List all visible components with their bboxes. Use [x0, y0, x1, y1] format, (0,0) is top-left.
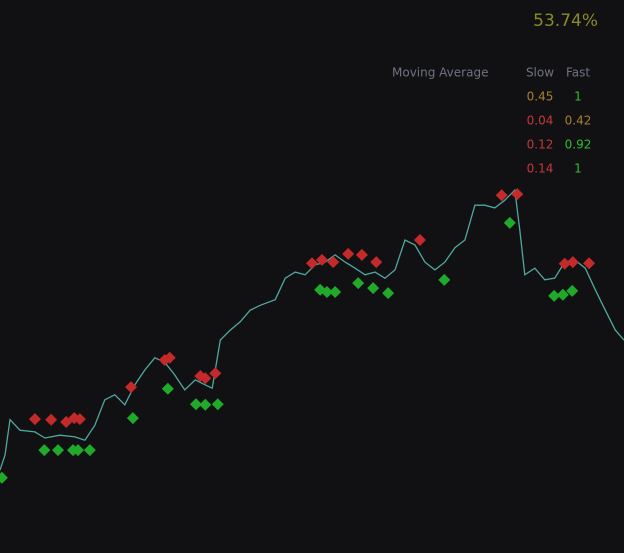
- signal-marker: [161, 382, 174, 395]
- signal-marker: [163, 351, 176, 364]
- signal-marker: [52, 444, 65, 457]
- signal-marker: [355, 248, 368, 261]
- table-cell: 0.14: [527, 162, 554, 176]
- signal-marker: [382, 287, 395, 300]
- signal-marker: [199, 398, 212, 411]
- signal-marker: [0, 471, 8, 484]
- signal-marker: [28, 413, 41, 426]
- signal-marker: [413, 234, 426, 247]
- chart: [0, 188, 624, 484]
- table-cell: 1: [574, 90, 582, 104]
- signal-marker: [370, 256, 383, 269]
- signal-marker: [342, 247, 355, 260]
- table-cell: 1: [574, 162, 582, 176]
- signal-marker: [211, 398, 224, 411]
- performance: 53.74%: [533, 11, 598, 31]
- signal-marker: [367, 282, 380, 295]
- signal-marker: [199, 372, 212, 385]
- signal-marker: [503, 216, 516, 229]
- table-cell: 0.04: [527, 114, 554, 128]
- signal-marker: [83, 444, 96, 457]
- table-cell: 0.12: [527, 138, 554, 152]
- signal-marker: [438, 273, 451, 286]
- signal-marker: [329, 285, 342, 298]
- signal-marker: [126, 412, 139, 425]
- signal-marker: [352, 277, 365, 290]
- signal-marker: [125, 381, 138, 394]
- signal-marker: [495, 189, 508, 202]
- signal-marker: [45, 413, 58, 426]
- signal-marker: [548, 289, 561, 302]
- table-cell: 0.45: [527, 90, 554, 104]
- signal-marker: [72, 444, 84, 457]
- signal-marker: [315, 253, 328, 266]
- signal-marker: [327, 256, 340, 269]
- signal-marker: [583, 257, 596, 270]
- table-cell: 0.92: [565, 138, 592, 152]
- signal-marker: [73, 413, 86, 426]
- signal-marker: [209, 367, 222, 380]
- signal-marker: [189, 398, 202, 411]
- signal-marker: [556, 288, 569, 301]
- signal-marker: [558, 257, 571, 270]
- table-header: Fast: [566, 66, 590, 80]
- signal-marker: [566, 284, 579, 297]
- signal-marker: [566, 256, 579, 269]
- ma-table: Moving Average Slow Fast 0.45 1 0.04 0.42 0.12 0…: [392, 66, 591, 176]
- table-header: Slow: [526, 66, 554, 80]
- table-cell: 0.42: [565, 114, 592, 128]
- signal-marker: [306, 257, 318, 270]
- table-header: Moving Average: [392, 66, 488, 80]
- price-line: [0, 188, 624, 471]
- signal-marker: [511, 188, 524, 201]
- signal-marker: [38, 444, 51, 457]
- signal-marker: [320, 285, 333, 298]
